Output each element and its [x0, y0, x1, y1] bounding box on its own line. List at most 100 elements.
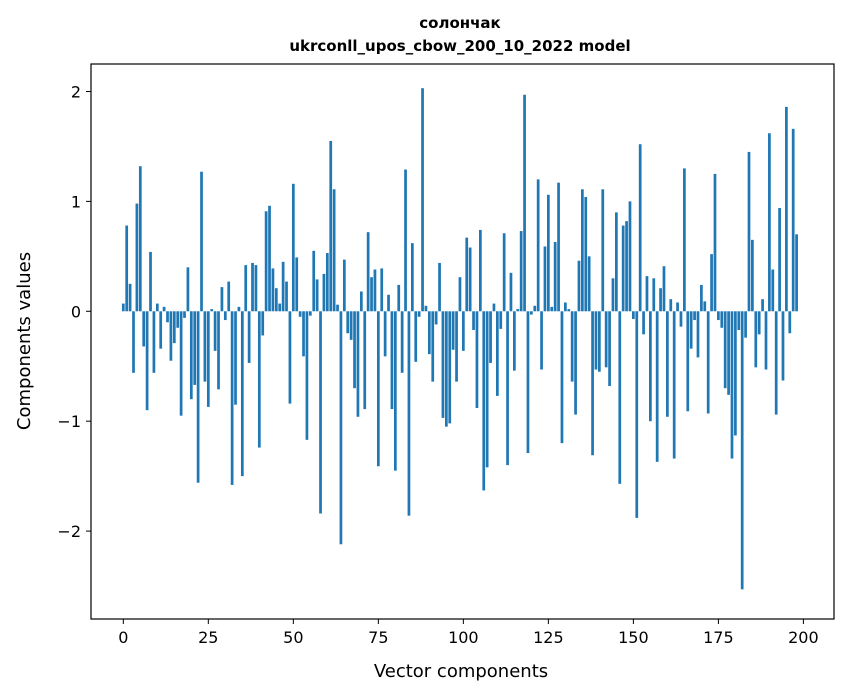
bar: [329, 140, 333, 312]
x-tick-label: 50: [283, 628, 303, 647]
bar: [383, 311, 387, 357]
bar: [720, 311, 724, 328]
bar: [696, 311, 700, 358]
bar: [213, 311, 217, 351]
x-tick-label: 150: [618, 628, 649, 647]
bar: [210, 309, 214, 312]
bar: [533, 305, 537, 312]
bar: [417, 311, 421, 317]
bar: [540, 311, 543, 370]
bar: [645, 276, 649, 312]
bar: [237, 306, 241, 312]
bar: [271, 268, 275, 312]
bar: [706, 311, 710, 414]
bar: [485, 311, 489, 468]
y-tick-label: 0: [71, 302, 81, 321]
bar: [441, 311, 445, 418]
bar: [312, 250, 316, 312]
bar: [152, 311, 156, 373]
x-tick-label: 175: [703, 628, 734, 647]
bar: [247, 311, 251, 363]
bar: [492, 303, 496, 312]
bar: [727, 311, 730, 395]
bar: [584, 196, 588, 312]
bar: [564, 302, 567, 312]
bar: [451, 311, 455, 350]
bar: [628, 201, 632, 312]
y-tick-label: −1: [57, 412, 81, 431]
bar: [523, 94, 526, 312]
bar: [632, 311, 635, 319]
bar: [751, 239, 754, 312]
bar: [240, 311, 244, 477]
bar: [166, 311, 169, 323]
bar: [169, 311, 173, 361]
bar: [295, 257, 299, 312]
x-tick-label: 75: [368, 628, 388, 647]
bar: [495, 311, 499, 396]
bar: [768, 133, 771, 312]
bar: [461, 311, 465, 351]
bar: [149, 251, 152, 312]
bar: [754, 311, 758, 368]
x-tick-label: 125: [533, 628, 564, 647]
bar: [336, 304, 339, 312]
bar: [747, 151, 751, 312]
bar: [730, 311, 734, 459]
bar: [778, 207, 781, 312]
bar: [737, 311, 741, 330]
x-tick-label: 200: [788, 628, 819, 647]
bar: [220, 287, 224, 312]
bar: [431, 311, 435, 382]
bar: [693, 311, 696, 321]
bar: [594, 311, 598, 370]
bar: [424, 305, 428, 312]
bar: [529, 311, 533, 315]
bar: [686, 311, 690, 412]
bar: [261, 311, 265, 336]
bar: [791, 128, 795, 312]
bar: [689, 311, 693, 349]
bar: [393, 311, 397, 471]
bar: [353, 311, 356, 389]
bar: [363, 311, 367, 410]
bar: [387, 294, 390, 312]
bar: [577, 260, 581, 312]
x-axis: 0 25 50 75 100 125 150 175 200: [118, 619, 819, 647]
bar: [611, 278, 615, 312]
bar: [717, 311, 720, 321]
bar: [370, 277, 373, 312]
x-axis-label: Vector components: [374, 661, 548, 682]
bar: [359, 291, 363, 312]
bar: [227, 281, 231, 312]
bar: [512, 311, 516, 371]
bar: [764, 311, 768, 370]
bar: [574, 311, 577, 415]
bar: [438, 262, 441, 312]
y-tick-label: 1: [71, 192, 81, 211]
bar: [339, 311, 343, 545]
bar: [567, 309, 571, 312]
bar: [550, 306, 554, 312]
bar: [468, 247, 472, 312]
bar: [251, 262, 254, 312]
bar: [526, 311, 530, 454]
bar: [475, 311, 479, 408]
bar: [179, 311, 183, 416]
bar: [155, 303, 159, 312]
bar: [669, 299, 673, 312]
bar: [291, 183, 295, 312]
bar: [373, 269, 377, 312]
bar: [234, 311, 237, 405]
bar: [509, 272, 513, 312]
bar: [771, 269, 775, 312]
bar: [710, 254, 713, 312]
x-tick-label: 0: [118, 628, 128, 647]
bar: [346, 311, 350, 334]
bar: [281, 261, 285, 312]
bars-group: [121, 88, 798, 590]
bar: [349, 311, 353, 340]
bar: [325, 253, 329, 312]
bar: [186, 267, 190, 312]
bar: [274, 288, 278, 312]
